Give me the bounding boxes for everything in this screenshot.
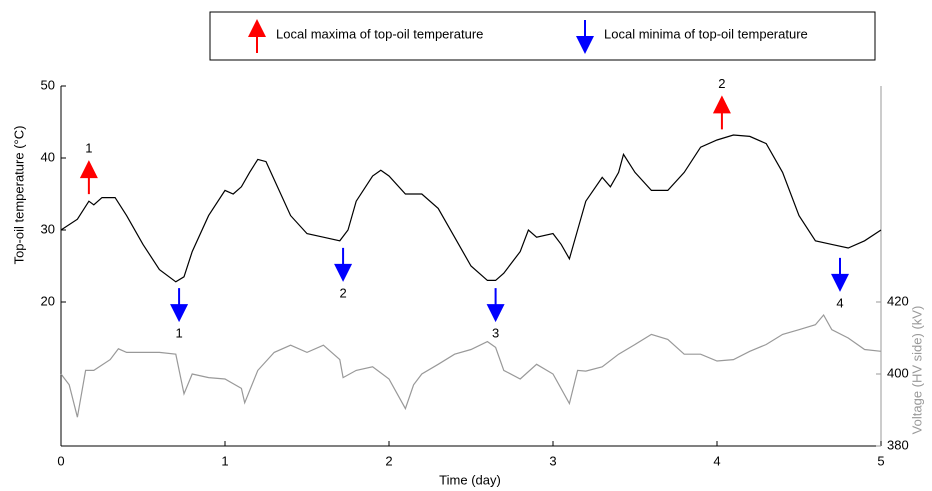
legend-label: Local maxima of top-oil temperature	[276, 26, 483, 41]
x-tick-label: 4	[713, 453, 720, 468]
y-tick-label: 50	[41, 77, 55, 92]
y2-tick-label: 380	[887, 437, 909, 452]
max-arrow	[248, 19, 266, 53]
annotation-label: 3	[492, 326, 499, 341]
annotation-label: 1	[175, 326, 182, 341]
min-arrow	[334, 247, 353, 282]
legend-label: Local minima of top-oil temperature	[604, 26, 808, 41]
annotation-label: 1	[85, 141, 92, 156]
min-arrow	[170, 288, 189, 323]
y2-axis-label: Voltage (HV side) (kV)	[909, 306, 924, 435]
x-axis-label: Time (day)	[439, 472, 501, 487]
min-arrow	[576, 20, 594, 54]
annotation-label: 4	[836, 295, 843, 310]
max-arrow	[712, 95, 731, 130]
x-tick-label: 2	[385, 453, 392, 468]
y-tick-label: 40	[41, 149, 55, 164]
x-tick-label: 1	[221, 453, 228, 468]
y2-tick-label: 420	[887, 293, 909, 308]
annotation-label: 2	[718, 76, 725, 91]
x-tick-label: 3	[549, 453, 556, 468]
x-tick-label: 5	[877, 453, 884, 468]
y-tick-label: 20	[41, 293, 55, 308]
legend-box	[209, 11, 876, 61]
x-tick-label: 0	[57, 453, 64, 468]
y-axis-label: Top-oil temperature (°C)	[11, 126, 26, 265]
series-line	[60, 134, 882, 283]
min-arrow	[831, 257, 849, 292]
max-arrow	[79, 160, 98, 195]
series-line	[60, 313, 882, 418]
y-tick-label: 30	[41, 221, 55, 236]
min-arrow	[486, 288, 505, 323]
annotation-label: 2	[339, 285, 346, 300]
y2-tick-label: 400	[887, 365, 909, 380]
